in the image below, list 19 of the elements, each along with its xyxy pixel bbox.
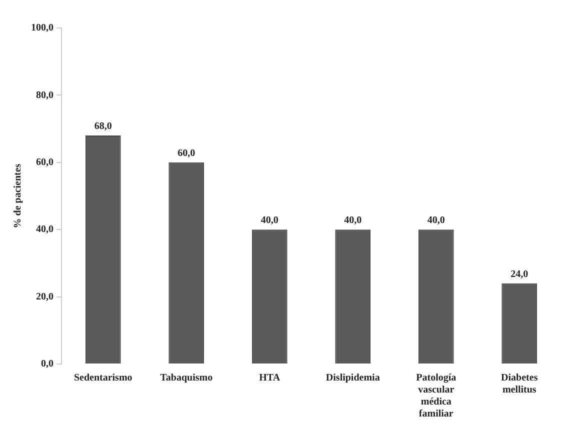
y-tick-label: 80,0 — [36, 90, 54, 101]
data-label: 40,0 — [427, 215, 445, 226]
y-tick-label: 100,0 — [31, 22, 54, 34]
x-tick-label: Patología vascular médica familiar — [416, 372, 456, 420]
y-tick-label: 40,0 — [36, 224, 54, 236]
data-label: 40,0 — [260, 215, 278, 226]
y-tick-label: 0,0 — [41, 358, 54, 370]
y-axis-title: % de pacientes — [12, 164, 24, 228]
x-tick-label: Sedentarismo — [74, 372, 132, 384]
data-label: 68,0 — [94, 121, 112, 132]
y-tick-label: 20,0 — [36, 291, 54, 302]
x-tick-label: Dislipidemia — [326, 372, 380, 384]
x-tick-label: Tabaquismo — [160, 372, 213, 384]
data-label: 24,0 — [510, 268, 528, 280]
x-tick-label: Diabetes mellitus — [501, 372, 538, 396]
data-label: 40,0 — [344, 215, 362, 226]
data-label: 60,0 — [178, 148, 196, 159]
x-tick-label: HTA — [259, 372, 281, 384]
y-tick-label: 60,0 — [36, 156, 54, 168]
